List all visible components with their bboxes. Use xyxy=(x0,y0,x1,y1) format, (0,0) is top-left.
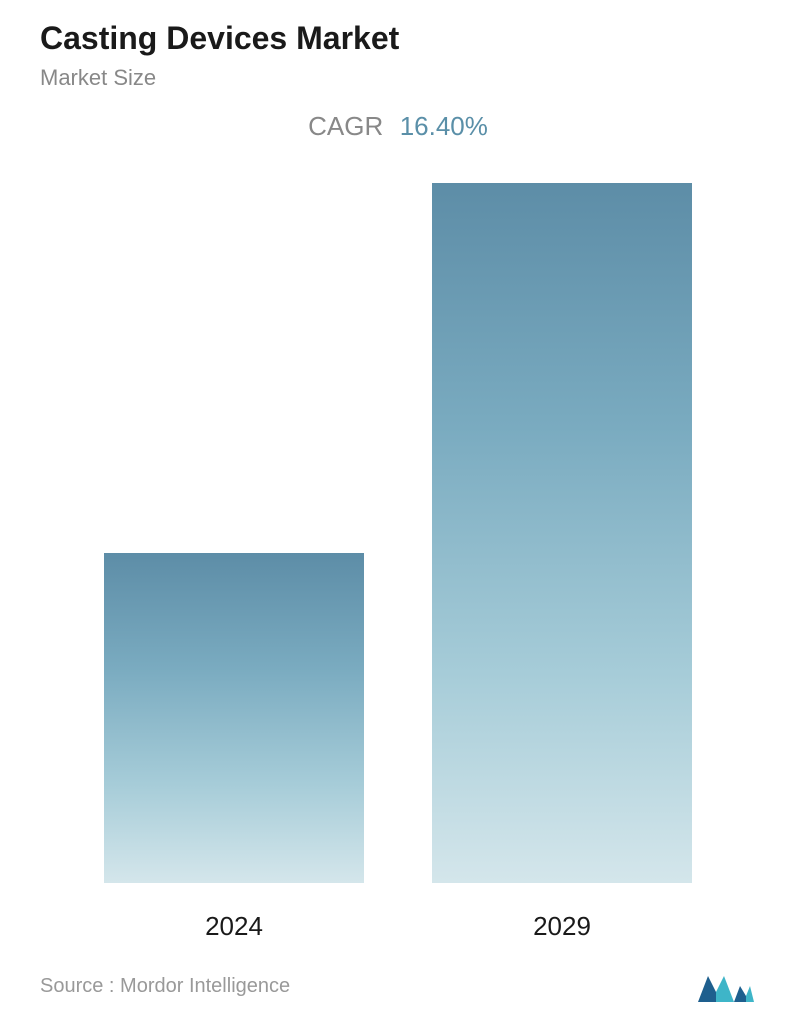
cagr-label: CAGR xyxy=(308,111,383,141)
cagr-row: CAGR 16.40% xyxy=(40,111,756,142)
cagr-value: 16.40% xyxy=(400,111,488,141)
source-text: Source : Mordor Intelligence xyxy=(40,975,290,998)
chart-container: Casting Devices Market Market Size CAGR … xyxy=(0,0,796,1034)
bar-0 xyxy=(104,553,364,883)
footer: Source : Mordor Intelligence xyxy=(40,962,756,1014)
bar-1 xyxy=(432,183,692,883)
bar-group-1: 2029 xyxy=(432,183,692,942)
x-label-1: 2029 xyxy=(533,911,591,942)
bar-group-0: 2024 xyxy=(104,553,364,942)
page-title: Casting Devices Market xyxy=(40,20,756,57)
page-subtitle: Market Size xyxy=(40,65,756,91)
chart-area: 2024 2029 xyxy=(40,172,756,962)
x-label-0: 2024 xyxy=(205,911,263,942)
logo-icon xyxy=(696,968,756,1004)
